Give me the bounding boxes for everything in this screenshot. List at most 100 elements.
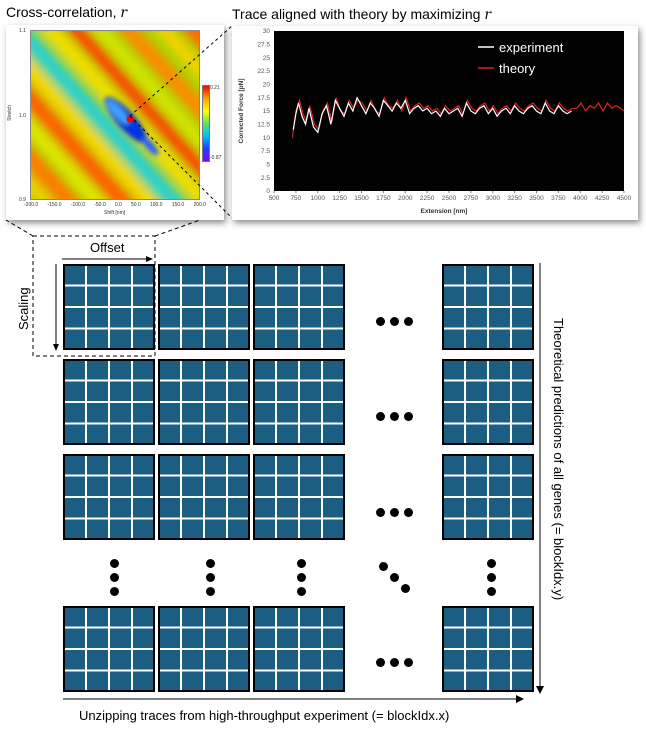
thread-block: [158, 359, 250, 445]
ellipsis-dot: [296, 558, 306, 568]
ellipsis-dot: [486, 586, 496, 596]
scaling-label: Scaling: [16, 287, 31, 330]
trace-y-tick: 0: [266, 188, 270, 195]
ellipsis-dot: [403, 657, 413, 667]
ellipsis-dot: [389, 411, 399, 421]
trace-y-tick: 5: [266, 162, 270, 169]
cross-correlation-panel: 0.21 -0.87 1.1 1.0 0.9 Stretch -200.0 -1…: [6, 25, 224, 220]
heatmap-x-tick: -200.0: [24, 202, 39, 208]
thread-block: [442, 606, 534, 692]
ellipsis-dot: [205, 572, 215, 582]
cross-correlation-title: Cross-correlation, r: [6, 4, 128, 21]
ellipsis-dot: [486, 572, 496, 582]
ellipsis-dot: [109, 586, 119, 596]
heatmap-y-tick: 0.9: [19, 197, 26, 203]
heatmap-x-tick: -100.0: [70, 202, 85, 208]
trace-x-tick: 1750: [376, 195, 391, 202]
ellipsis-dot: [378, 561, 388, 571]
heatmap-y-tick: 1.1: [19, 28, 26, 34]
trace-y-tick: 27.5: [257, 42, 270, 49]
ellipsis-dot: [389, 572, 399, 582]
heatmap-x-ticks: -200.0 -150.0 -100.0 -50.0 0.0 50.0 100.…: [24, 202, 206, 208]
trace-y-tick: 7.5: [261, 148, 270, 155]
heatmap-x-tick: -50.0: [94, 202, 106, 208]
thread-block: [63, 606, 155, 692]
block-border: [253, 359, 345, 445]
block-border: [63, 264, 155, 350]
block-border: [442, 606, 534, 692]
trace-y-tick: 2.5: [261, 175, 270, 182]
trace-y-tick: 12.5: [257, 122, 270, 129]
ellipsis-dot: [205, 586, 215, 596]
ellipsis-dot: [375, 507, 385, 517]
cross-correlation-heatmap: [30, 30, 200, 200]
trace-x-tick: 500: [269, 195, 280, 202]
thread-block: [158, 454, 250, 540]
block-border: [158, 606, 250, 692]
block-border: [253, 606, 345, 692]
plot-background: [274, 31, 624, 191]
block-border: [158, 264, 250, 350]
legend-theory-label: theory: [499, 61, 536, 76]
series-experiment-line: [292, 96, 572, 134]
thread-block: [63, 264, 155, 350]
trace-x-tick: 1500: [354, 195, 369, 202]
heatmap-x-tick: 0.0: [114, 202, 122, 208]
trace-x-tick: 2000: [398, 195, 413, 202]
ellipsis-dot: [403, 411, 413, 421]
block-border: [63, 606, 155, 692]
ellipsis-dot: [389, 507, 399, 517]
trace-x-tick: 3250: [507, 195, 522, 202]
thread-block: [442, 454, 534, 540]
thread-block: [63, 454, 155, 540]
theoretical-predictions-axis-label: Theoretical predictions of all genes (= …: [551, 318, 566, 601]
heatmap-x-tick: -150.0: [47, 202, 62, 208]
heatmap-y-tick: 1.0: [19, 113, 26, 119]
trace-y-tick: 30: [263, 28, 271, 35]
trace-y-tick: 25: [263, 55, 271, 62]
block-border: [63, 454, 155, 540]
ellipsis-dot: [403, 507, 413, 517]
trace-x-tick: 1250: [332, 195, 347, 202]
block-border: [63, 359, 155, 445]
trace-x-tick: 3750: [551, 195, 566, 202]
thread-block: [442, 359, 534, 445]
trace-x-tick: 4000: [573, 195, 588, 202]
block-border: [442, 359, 534, 445]
unzipping-traces-axis-label: Unzipping traces from high-throughput ex…: [79, 708, 450, 723]
heatmap-x-axis-label: Shift [nm]: [104, 210, 126, 216]
trace-x-tick: 3500: [529, 195, 544, 202]
trace-y-axis-label: Corrected Force [pN]: [238, 78, 245, 143]
trace-x-tick: 4500: [617, 195, 632, 202]
ellipsis-dot: [389, 657, 399, 667]
trace-x-tick: 4250: [595, 195, 610, 202]
thread-block: [253, 606, 345, 692]
colorbar: [202, 85, 210, 162]
heatmap-x-tick: 200.0: [193, 202, 206, 208]
legend-experiment-label: experiment: [499, 40, 564, 55]
trace-x-tick: 3000: [486, 195, 501, 202]
thread-block: [253, 264, 345, 350]
ellipsis-dot: [375, 411, 385, 421]
block-border: [442, 454, 534, 540]
thread-block: [442, 264, 534, 350]
thread-block: [253, 454, 345, 540]
block-border: [442, 264, 534, 350]
trace-x-tick: 750: [290, 195, 301, 202]
ellipsis-dot: [486, 558, 496, 568]
trace-x-tick: 2500: [442, 195, 457, 202]
ellipsis-dot: [375, 316, 385, 326]
colorbar-max-label: 0.21: [210, 85, 220, 91]
trace-y-tick: 22.5: [257, 68, 270, 75]
trace-panel: 500 750 1000 1250 1500 1750 2000 2250 2500 2750 30…: [232, 26, 638, 220]
trace-y-tick: 10: [263, 135, 271, 142]
ellipsis-dot: [375, 657, 385, 667]
series-theory-line: [291, 95, 625, 138]
trace-y-tick: 20: [263, 82, 271, 89]
r-variable: r: [120, 5, 128, 21]
block-border: [158, 454, 250, 540]
trace-x-axis-label: Extension [nm]: [421, 208, 468, 215]
ellipsis-dot: [403, 316, 413, 326]
trace-x-tick: 2250: [420, 195, 435, 202]
ellipsis-dot: [400, 583, 410, 593]
